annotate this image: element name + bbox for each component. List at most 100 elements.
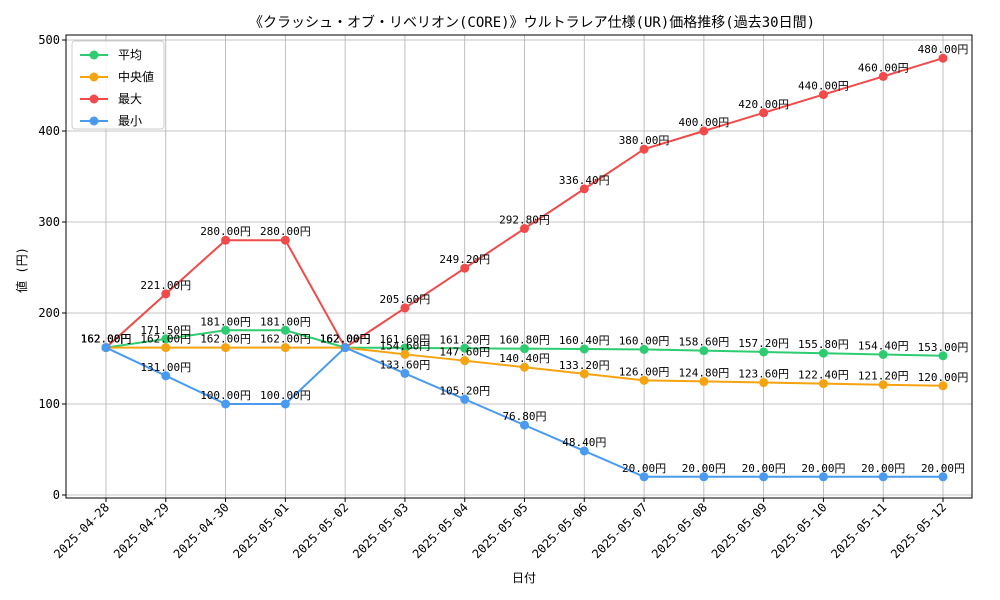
y-tick-label: 200 xyxy=(38,306,60,320)
data-point xyxy=(818,348,828,358)
data-point xyxy=(221,235,231,245)
x-tick-label: 2025-05-01 xyxy=(230,500,291,561)
data-point xyxy=(579,369,589,379)
data-label: 480.00円 xyxy=(918,43,969,56)
data-label: 171.50円 xyxy=(140,324,191,337)
x-tick-label: 2025-05-03 xyxy=(350,500,411,561)
data-point xyxy=(340,343,350,353)
data-label: 20.00円 xyxy=(921,462,965,475)
data-label: 160.40円 xyxy=(559,334,610,347)
data-label: 160.00円 xyxy=(619,334,670,347)
data-label: 420.00円 xyxy=(738,98,789,111)
data-point xyxy=(400,349,410,359)
data-point xyxy=(460,343,470,353)
data-label: 181.00円 xyxy=(260,315,311,328)
x-tick-label: 2025-04-30 xyxy=(171,500,232,561)
x-axis-label: 日付 xyxy=(512,571,536,585)
x-tick-label: 2025-04-28 xyxy=(51,500,112,561)
y-axis-label: 値 (円) xyxy=(14,247,29,293)
data-point xyxy=(101,343,111,353)
data-point xyxy=(460,356,470,366)
legend-swatch-marker xyxy=(89,94,99,104)
x-tick-label: 2025-05-09 xyxy=(709,500,770,561)
data-point xyxy=(400,343,410,353)
data-point xyxy=(938,351,948,361)
data-label: 205.60円 xyxy=(380,293,431,306)
data-label: 249.20円 xyxy=(439,253,490,266)
grid-lines xyxy=(66,35,972,498)
data-point xyxy=(520,344,529,354)
data-point xyxy=(818,472,828,482)
data-point xyxy=(878,71,888,81)
data-point xyxy=(221,399,231,409)
data-point xyxy=(938,472,948,482)
y-tick-label: 400 xyxy=(38,124,60,138)
data-label: 161.20円 xyxy=(439,333,490,346)
data-label: 221.00円 xyxy=(140,279,191,292)
data-point xyxy=(579,344,589,354)
data-label: 162.00円 xyxy=(320,333,371,346)
data-point xyxy=(938,53,948,63)
axes: 01002003004005002025-04-282025-04-292025… xyxy=(38,33,973,561)
data-point xyxy=(878,380,888,390)
data-point xyxy=(759,378,769,388)
data-label: 160.80円 xyxy=(499,334,550,347)
data-label: 162.00円 xyxy=(81,333,132,346)
data-label: 158.60円 xyxy=(678,336,729,349)
data-point xyxy=(221,325,231,335)
data-point xyxy=(280,399,290,409)
data-label: 122.40円 xyxy=(798,369,849,382)
data-label: 121.20円 xyxy=(858,370,909,383)
data-point xyxy=(460,263,470,273)
data-point xyxy=(759,472,769,482)
legend-swatch-marker xyxy=(89,50,99,60)
data-label: 124.80円 xyxy=(678,366,729,379)
data-label: 380.00円 xyxy=(619,134,670,147)
y-tick-label: 100 xyxy=(38,397,60,411)
data-label: 20.00円 xyxy=(801,462,845,475)
data-point xyxy=(520,362,529,372)
x-tick-label: 2025-05-06 xyxy=(529,500,590,561)
data-label: 131.00円 xyxy=(140,361,191,374)
data-point xyxy=(161,371,171,381)
data-label: 105.20円 xyxy=(439,384,490,397)
data-label: 154.40円 xyxy=(858,339,909,352)
data-point xyxy=(579,446,589,456)
data-label: 20.00円 xyxy=(622,462,666,475)
data-point xyxy=(221,343,231,353)
data-label: 120.00円 xyxy=(918,371,969,384)
data-point xyxy=(460,394,470,404)
legend-label: 最小 xyxy=(118,114,142,128)
data-point xyxy=(161,343,171,353)
data-label: 76.80円 xyxy=(502,410,546,423)
data-label: 162.00円 xyxy=(200,333,251,346)
x-tick-label: 2025-04-29 xyxy=(111,500,172,561)
chart-title: 《クラッシュ・オブ・リベリオン(CORE)》ウルトラレア仕様(UR)価格推移(過… xyxy=(249,14,815,31)
y-tick-label: 500 xyxy=(38,33,60,47)
x-tick-label: 2025-05-05 xyxy=(470,500,531,561)
legend-box xyxy=(71,40,165,130)
legend-label: 中央値 xyxy=(118,69,154,84)
x-tick-label: 2025-05-04 xyxy=(410,500,471,561)
data-point xyxy=(400,303,410,313)
data-point xyxy=(878,349,888,359)
x-tick-label: 2025-05-12 xyxy=(888,500,949,561)
data-label: 161.60円 xyxy=(380,333,431,346)
data-label: 162.00円 xyxy=(140,333,191,346)
x-tick-label: 2025-05-10 xyxy=(769,500,830,561)
data-label: 400.00円 xyxy=(678,116,729,129)
data-label: 140.40円 xyxy=(499,352,550,365)
data-point xyxy=(699,126,709,136)
data-label: 162.00円 xyxy=(320,333,371,346)
data-label: 147.60円 xyxy=(439,346,490,359)
data-label: 100.00円 xyxy=(260,389,311,402)
data-point xyxy=(161,289,171,299)
data-label: 181.00円 xyxy=(200,315,251,328)
data-label: 154.60円 xyxy=(380,339,431,352)
x-tick-label: 2025-05-02 xyxy=(290,500,351,561)
data-point xyxy=(400,368,410,378)
data-label: 162.00円 xyxy=(320,333,371,346)
data-label: 162.00円 xyxy=(320,333,371,346)
